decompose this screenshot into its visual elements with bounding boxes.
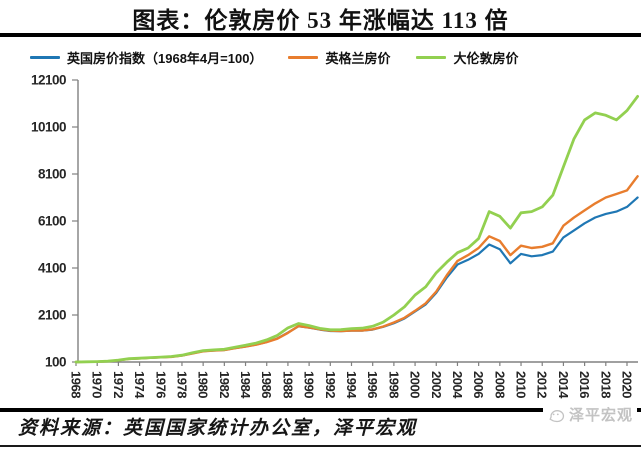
y-tick-label: 8100 <box>38 167 66 182</box>
x-tick-label: 2000 <box>408 371 423 398</box>
x-tick-label: 2006 <box>471 371 486 398</box>
page-title: 图表：伦敦房价 53 年涨幅达 113 倍 <box>132 8 509 33</box>
legend-label-england: 英格兰房价 <box>325 51 391 66</box>
x-tick-label: 1968 <box>69 371 84 398</box>
england-line-swatch <box>288 56 319 59</box>
y-tick-label: 4100 <box>38 261 66 276</box>
x-tick-label: 2004 <box>450 371 465 399</box>
uk-index-line-swatch <box>30 56 60 59</box>
y-tick-label: 12100 <box>31 73 66 88</box>
y-tick-label: 10100 <box>31 120 66 135</box>
greater-london-line-swatch <box>416 56 447 59</box>
legend-item-england: 英格兰房价 <box>288 48 390 67</box>
x-tick-label: 2012 <box>535 371 550 398</box>
legend-label-greater-london: 大伦敦房价 <box>453 51 519 66</box>
y-tick-label: 100 <box>45 355 66 370</box>
legend-label-uk-index: 英国房价指数（1968年4月=100） <box>67 51 263 66</box>
x-tick-label: 1990 <box>302 371 317 398</box>
x-tick-label: 2008 <box>492 371 507 398</box>
x-tick-label: 1982 <box>217 371 232 398</box>
x-tick-label: 1994 <box>344 371 359 399</box>
house-price-line-chart: 100 2100 4100 6100 8100 10100 12100 1968 1970 197… <box>31 73 639 399</box>
source-note: 资料来源：英国国家统计办公室，泽平宏观 <box>18 418 418 439</box>
x-tick-label: 1992 <box>323 371 338 398</box>
bottom-border <box>0 445 641 447</box>
watermark: 泽平宏观 <box>542 402 637 427</box>
watermark-text: 泽平宏观 <box>568 407 633 424</box>
series-line-greater-london <box>74 95 639 364</box>
x-tick-label: 1984 <box>238 371 253 399</box>
series-line-uk-index <box>74 196 639 364</box>
x-tick-label: 1978 <box>174 371 189 398</box>
x-tick-label: 1988 <box>280 371 295 398</box>
x-tick-label: 1998 <box>386 371 401 398</box>
x-tick-label: 1972 <box>111 371 126 398</box>
legend-item-uk-index: 英国房价指数（1968年4月=100） <box>30 48 262 67</box>
y-tick-label: 6100 <box>38 214 66 229</box>
x-tick-label: 1980 <box>196 371 211 398</box>
x-tick-label: 2014 <box>556 371 571 399</box>
x-tick-label: 1976 <box>153 371 168 398</box>
x-tick-label: 2010 <box>514 371 529 398</box>
title-divider <box>0 33 641 37</box>
x-tick-label: 2020 <box>619 371 634 398</box>
x-tick-label: 2016 <box>577 371 592 398</box>
footer-divider <box>0 408 641 412</box>
x-tick-label: 1986 <box>259 371 274 398</box>
legend-item-greater-london: 大伦敦房价 <box>416 48 518 67</box>
series-line-england <box>74 175 639 364</box>
y-tick-label: 2100 <box>38 308 66 323</box>
chart-area: 100 2100 4100 6100 8100 10100 12100 1968 1970 197… <box>0 64 641 408</box>
x-tick-label: 2002 <box>429 371 444 398</box>
wechat-logo-icon <box>549 409 565 422</box>
x-tick-label: 2018 <box>598 371 613 398</box>
x-tick-label: 1970 <box>90 371 105 398</box>
x-tick-label: 1974 <box>132 371 147 399</box>
legend: 英国房价指数（1968年4月=100） 英格兰房价 大伦敦房价 <box>30 48 518 67</box>
x-tick-label: 1996 <box>365 371 380 398</box>
